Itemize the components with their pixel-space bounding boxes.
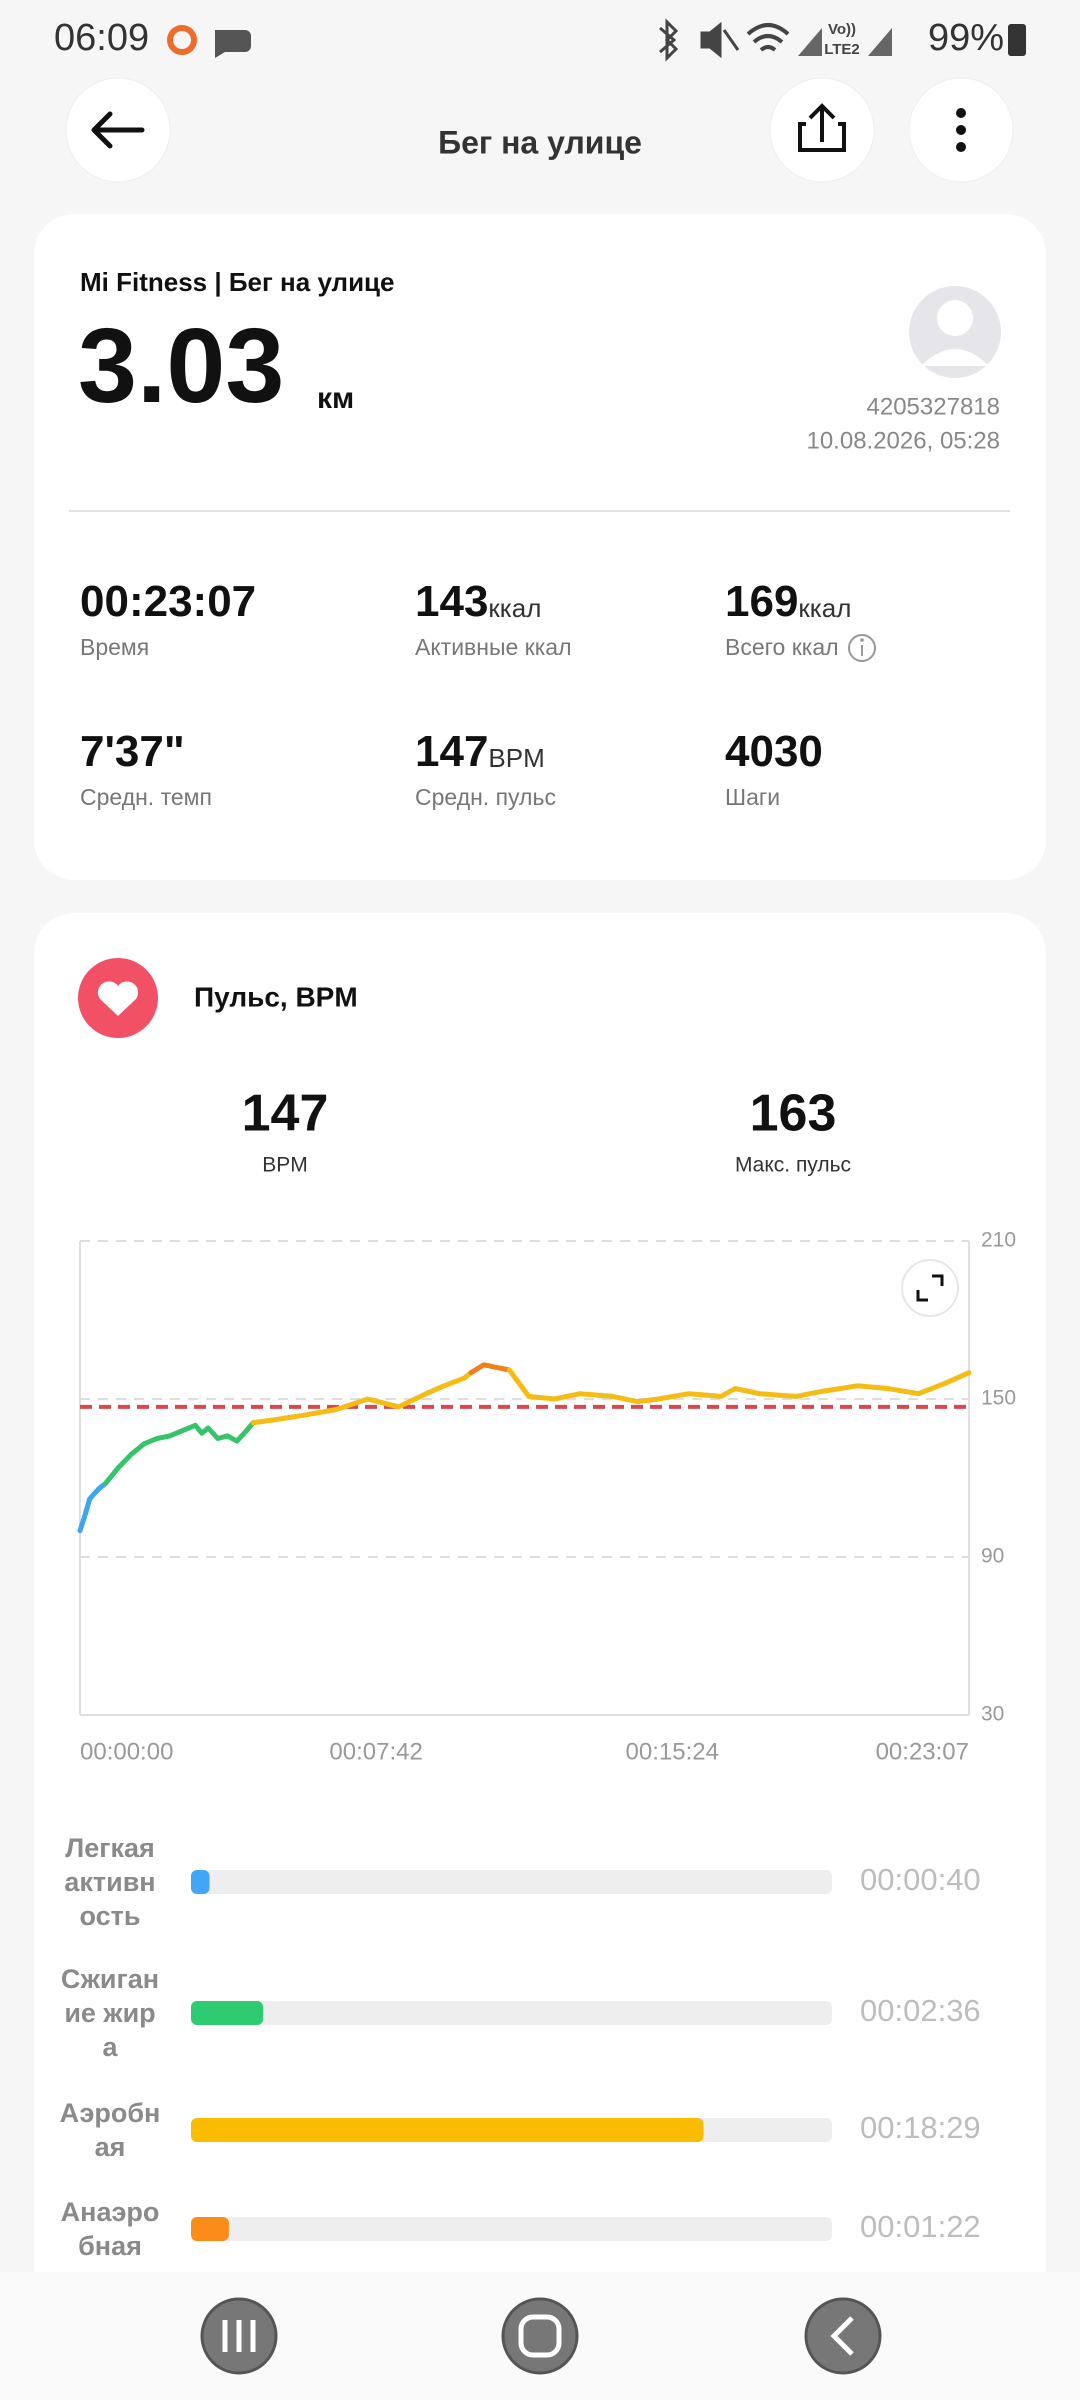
status-time: 06:09	[54, 17, 149, 59]
avg-pulse: 147	[242, 1085, 329, 1143]
y-tick-label: 90	[981, 1545, 1004, 1568]
heart-rate-line	[250, 1370, 474, 1426]
zone-track	[191, 2217, 832, 2241]
workout-datetime: 10.08.2026, 05:28	[806, 427, 1000, 454]
zone-bar	[191, 2118, 704, 2142]
expand-button[interactable]	[901, 1259, 959, 1317]
x-tick-label: 00:23:07	[876, 1738, 969, 1765]
y-tick-label: 210	[981, 1229, 1016, 1252]
stat-value: 7'37"	[80, 727, 185, 776]
stat-value: 143ккал	[415, 577, 541, 626]
heart-rate-line	[77, 1480, 109, 1534]
x-tick-label: 00:07:42	[329, 1738, 422, 1765]
zone-bar	[191, 1870, 210, 1894]
battery-percent: 99%	[928, 17, 1004, 59]
zone-bar	[191, 2217, 229, 2241]
max-pulse-label: Макс. пульс	[735, 1154, 851, 1177]
max-pulse: 163	[750, 1085, 837, 1143]
x-tick-label: 00:15:24	[626, 1738, 719, 1765]
avatar-body	[921, 349, 989, 366]
stat-value: 00:23:07	[80, 577, 256, 626]
source-label: Mi Fitness | Бег на улице	[80, 267, 395, 297]
zone-track	[191, 1870, 832, 1894]
heart-rate-line	[468, 1362, 512, 1376]
info-icon[interactable]	[848, 634, 876, 662]
avg-pulse-label: BPM	[262, 1154, 308, 1177]
zone-bar	[191, 2001, 264, 2025]
back-arrow	[91, 111, 145, 149]
status-volte: Vo))	[828, 21, 856, 38]
distance-value: 3.03	[78, 307, 284, 425]
more-dot	[956, 108, 966, 118]
heart-rate-line	[103, 1420, 256, 1486]
expand-icon	[916, 1274, 944, 1302]
stat-value: 147BPM	[415, 727, 545, 776]
home-button[interactable]	[501, 2297, 579, 2375]
signal-icon	[868, 28, 892, 56]
zone-track	[191, 2001, 832, 2025]
zone-duration: 00:18:29	[860, 2110, 981, 2145]
y-tick-label: 30	[981, 1703, 1004, 1726]
stat-label: Шаги	[725, 784, 780, 810]
recents-icon	[222, 2320, 256, 2352]
status-icon	[167, 25, 197, 55]
mute-icon	[700, 21, 740, 59]
more-dot	[956, 125, 966, 135]
wifi-icon	[746, 23, 790, 52]
zone-name: Сжигание жира	[60, 1964, 160, 2062]
stat-label: Время	[80, 634, 149, 660]
y-tick-label: 150	[981, 1387, 1016, 1410]
status-bar	[0, 0, 1080, 80]
zone-name: Анаэробная	[60, 2197, 160, 2261]
stat-label: Средн. темп	[80, 784, 212, 810]
distance-unit: км	[317, 382, 354, 415]
heart-title: Пульс, BPM	[194, 981, 358, 1012]
zone-duration: 00:01:22	[860, 2209, 981, 2244]
stat-value: 4030	[725, 727, 823, 776]
bluetooth-icon	[659, 18, 679, 62]
stat-label: Активные ккал	[415, 634, 572, 660]
heart-icon	[97, 981, 139, 1016]
zone-bars: 00:00:40 00:02:36 00:18:29 00:01:22	[191, 1862, 981, 2244]
zone-name: Аэробная	[59, 2098, 161, 2162]
heart-card	[34, 913, 1046, 2400]
avatar-head	[937, 300, 973, 336]
page-title: Бег на улице	[438, 124, 642, 160]
stat-label: Средн. пульс	[415, 784, 556, 810]
stat-value: 169ккал	[725, 577, 851, 626]
zone-duration: 00:02:36	[860, 1993, 981, 2028]
info-icon-dot	[860, 638, 864, 642]
summary-card	[34, 214, 1046, 880]
x-tick-label: 00:00:00	[80, 1738, 173, 1765]
user-id: 4205327818	[867, 393, 1000, 420]
stat-label: Всего ккал	[725, 634, 839, 660]
more-dot	[956, 142, 966, 152]
home-icon	[518, 2314, 562, 2358]
status-lte: LTE2	[824, 41, 860, 58]
signal-icon	[798, 28, 822, 56]
share-icon	[798, 103, 846, 152]
heart-rate-line	[506, 1367, 972, 1405]
status-icon	[215, 30, 251, 58]
heart-rate-chart: 30 90 150 210 00:00:00 00:07:42 00:15:24 00:23:…	[77, 1229, 1016, 1765]
zone-duration: 00:00:40	[860, 1862, 981, 1897]
back-nav-button[interactable]	[804, 2297, 882, 2375]
back-nav-icon	[830, 2316, 854, 2356]
battery-icon	[1008, 24, 1026, 56]
zone-name: Легкая активность	[64, 1833, 156, 1931]
